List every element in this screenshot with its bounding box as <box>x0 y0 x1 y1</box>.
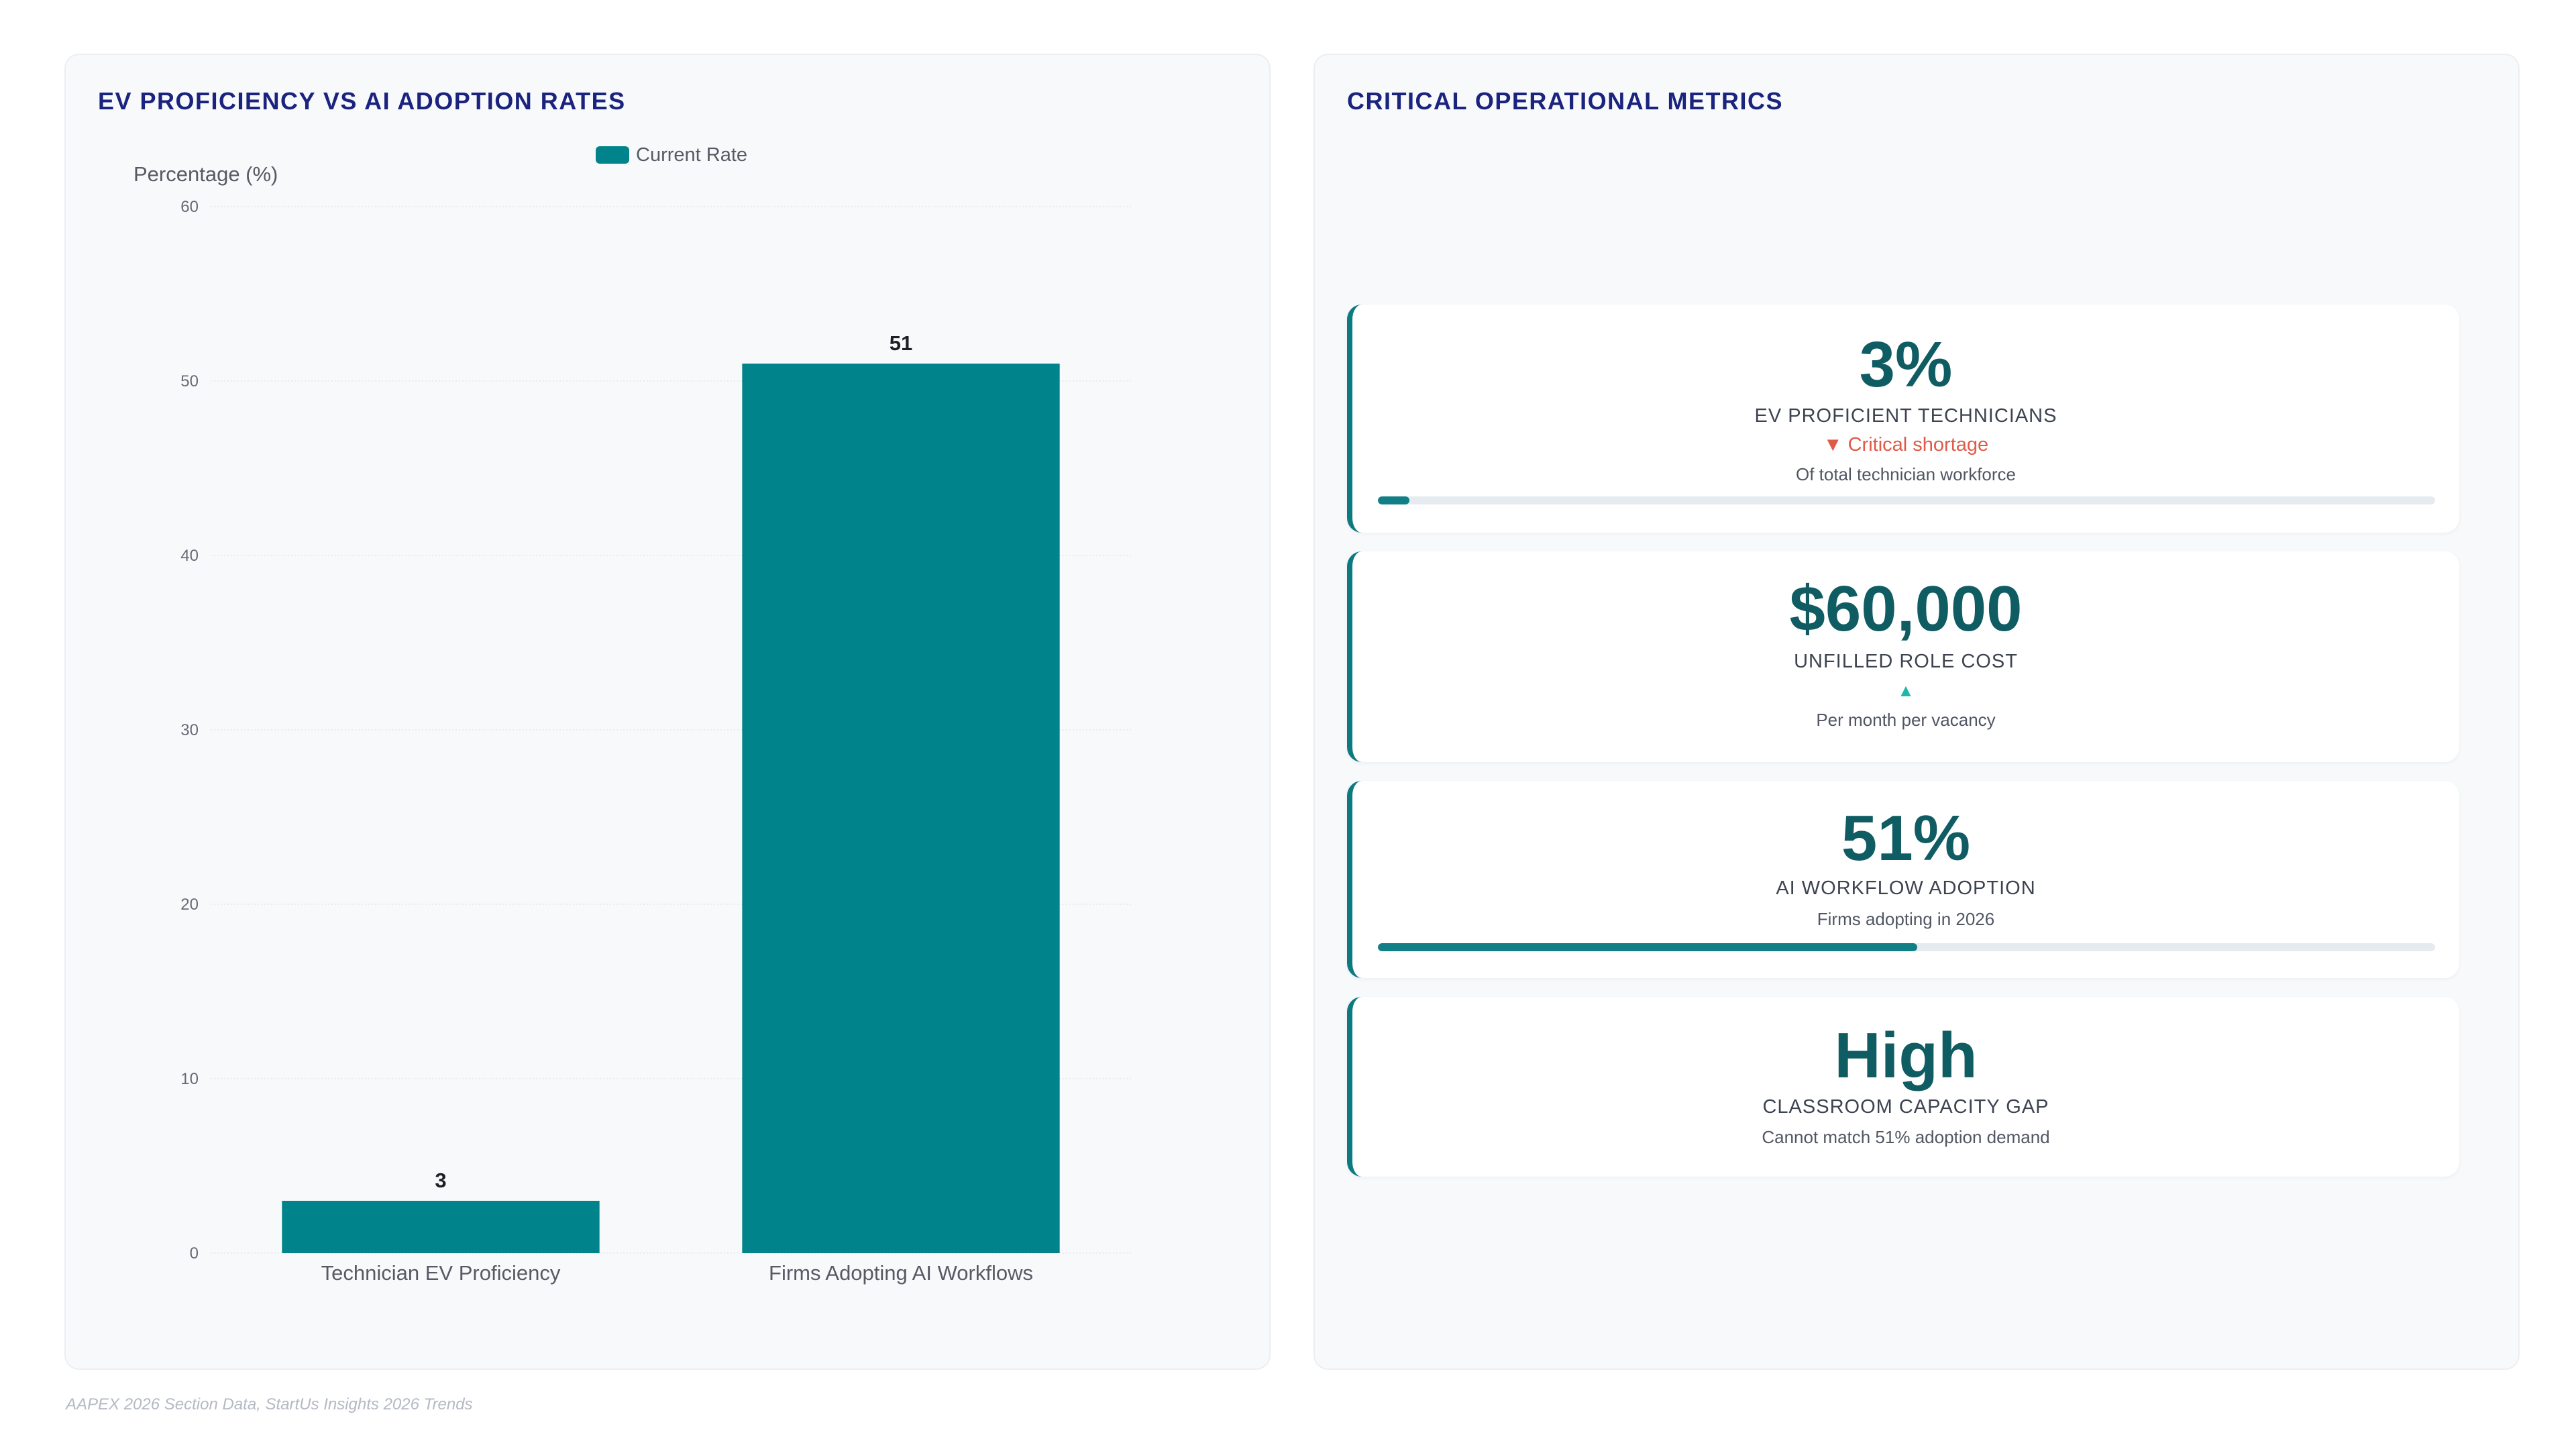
triangle-down-icon: ▼ <box>1823 434 1843 455</box>
y-tick-label: 20 <box>180 896 199 914</box>
metric-note: Cannot match 51% adoption demand <box>1762 1127 2050 1147</box>
legend-swatch <box>596 146 629 164</box>
metrics-title: CRITICAL OPERATIONAL METRICS <box>1347 87 1784 115</box>
metric-note: Firms adopting in 2026 <box>1817 909 1995 929</box>
metric-card-unfilled-role-cost: $60,000 UNFILLED ROLE COST ▲ Per month p… <box>1347 551 2459 762</box>
metric-value: High <box>1834 1020 1978 1091</box>
progress-bar-fill <box>1378 943 1917 951</box>
source-note: AAPEX 2026 Section Data, StartUs Insight… <box>66 1395 473 1413</box>
y-tick-label: 10 <box>180 1070 199 1088</box>
bar-data-label: 51 <box>890 331 912 355</box>
y-tick-label: 30 <box>180 721 199 739</box>
x-tick-label: Technician EV Proficiency <box>321 1261 561 1285</box>
legend-label: Current Rate <box>636 144 747 166</box>
y-tick-label: 0 <box>190 1244 199 1263</box>
y-tick-label: 40 <box>180 547 199 565</box>
triangle-up-icon: ▲ <box>1897 680 1915 700</box>
metric-card-ai-workflow-adoption: 51% AI WORKFLOW ADOPTION Firms adopting … <box>1347 781 2459 978</box>
metric-trend: ▲ <box>1352 682 2459 699</box>
progress-bar <box>1378 943 2435 951</box>
metric-note: Per month per vacancy <box>1816 710 1996 730</box>
metric-label: EV PROFICIENT TECHNICIANS <box>1754 405 2057 427</box>
metric-card-ev-proficient: 3% EV PROFICIENT TECHNICIANS ▼ Critical … <box>1347 305 2459 533</box>
metric-value: 51% <box>1841 802 1971 874</box>
progress-bar-fill <box>1378 496 1410 504</box>
metric-label: UNFILLED ROLE COST <box>1794 651 2018 672</box>
progress-bar <box>1378 496 2435 504</box>
metric-label: AI WORKFLOW ADOPTION <box>1776 877 2036 899</box>
metrics-panel: CRITICAL OPERATIONAL METRICS 3% EV PROFI… <box>1313 54 2520 1370</box>
y-tick-label: 60 <box>180 198 199 216</box>
x-tick-label: Firms Adopting AI Workflows <box>769 1261 1033 1285</box>
y-tick-label: 50 <box>180 372 199 390</box>
bar-data-label: 3 <box>435 1169 446 1192</box>
bar-2 <box>742 364 1060 1253</box>
metric-card-classroom-capacity-gap: High CLASSROOM CAPACITY GAP Cannot match… <box>1347 997 2459 1177</box>
bar-chart: 0 10 20 30 40 50 60 Percentage (%) Current Rate 3… <box>133 144 1131 1285</box>
bar-1 <box>282 1201 600 1253</box>
metric-value: 3% <box>1859 329 1953 400</box>
chart-title: EV PROFICIENCY VS AI ADOPTION RATES <box>98 87 626 115</box>
metric-note: Of total technician workforce <box>1795 464 2017 484</box>
metric-trend: ▼ Critical shortage <box>1352 435 2459 455</box>
y-axis-label: Percentage (%) <box>133 162 278 186</box>
metric-label: CLASSROOM CAPACITY GAP <box>1762 1096 2049 1118</box>
metric-value: $60,000 <box>1789 573 2023 645</box>
chart-panel: EV PROFICIENCY VS AI ADOPTION RATES 0 10 2… <box>64 54 1271 1370</box>
metric-trend-text: Critical shortage <box>1847 434 1989 455</box>
